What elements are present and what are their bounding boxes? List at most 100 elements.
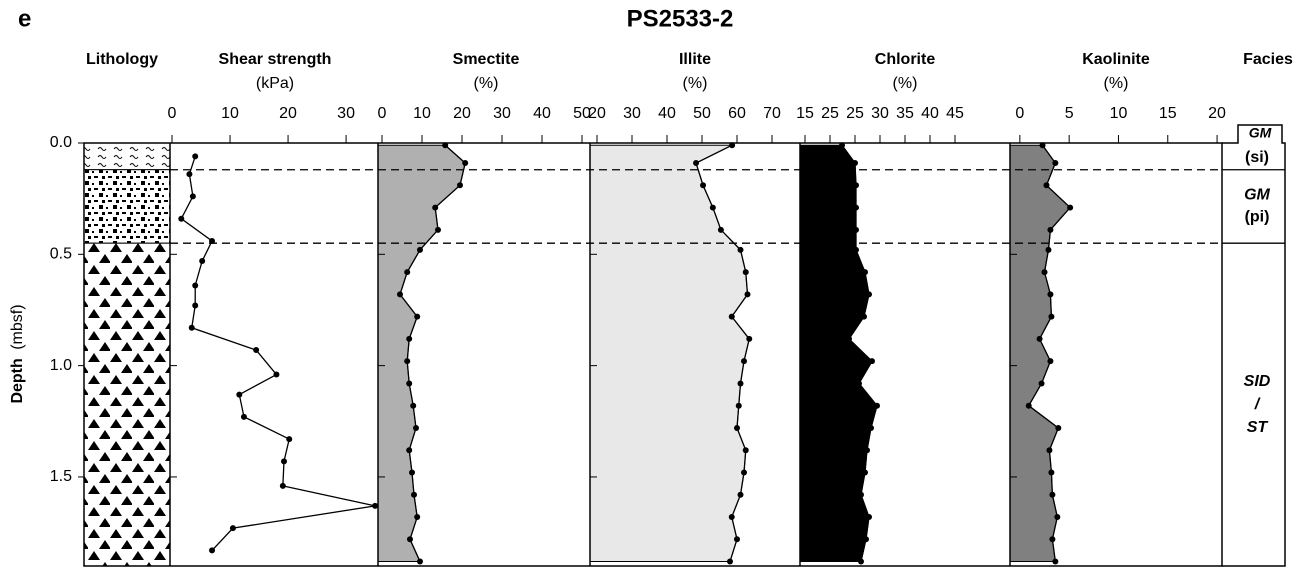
facies-frame: [1222, 124, 1286, 567]
data-point: [1047, 358, 1054, 365]
x-tick-label: 60: [728, 105, 746, 122]
profile-line: [180, 156, 376, 551]
data-point: [742, 447, 749, 454]
data-point: [700, 182, 707, 189]
data-point: [737, 491, 744, 498]
x-tick-label: 25: [821, 105, 839, 122]
y-tick-label: 1.5: [50, 468, 72, 485]
data-point: [874, 402, 880, 409]
depth-unit: (mbsf): [9, 304, 26, 349]
data-point: [746, 335, 753, 342]
data-point: [853, 204, 859, 211]
plot-area: Shear strength (kPa) 0 10 20 30 Smectite (%) 0 10…: [50, 51, 1286, 567]
data-point: [397, 291, 403, 298]
data-point: [853, 226, 859, 233]
x-tick-label: 35: [896, 105, 914, 122]
facies-label: GM: [1249, 125, 1272, 141]
data-point: [417, 558, 423, 565]
profile-line: [1027, 144, 1072, 562]
x-tick-label: 15: [796, 105, 814, 122]
area-fill: [799, 144, 878, 563]
x-tick-label: 30: [337, 105, 355, 122]
x-tick-label: 30: [623, 105, 641, 122]
data-point: [853, 182, 859, 189]
data-point: [279, 482, 286, 489]
x-tick-label: 0: [168, 105, 177, 122]
facies-separator: /: [1254, 396, 1261, 413]
data-point: [1047, 291, 1054, 298]
data-point: [869, 358, 875, 365]
data-point: [737, 380, 744, 387]
data-point: [1049, 536, 1056, 543]
data-point: [861, 313, 867, 320]
data-point: [735, 402, 742, 409]
x-tick-label: 30: [871, 105, 889, 122]
data-point: [709, 204, 716, 211]
data-point: [411, 491, 417, 498]
lithology-unit: [83, 142, 171, 171]
data-point: [188, 324, 195, 331]
x-tick-label: 50: [693, 105, 711, 122]
x-tick-label: 40: [533, 105, 551, 122]
area-fill: [377, 144, 466, 563]
panel-label: e: [18, 5, 31, 32]
data-point: [863, 536, 869, 543]
data-point: [407, 536, 413, 543]
data-point: [414, 514, 421, 521]
data-point: [1047, 226, 1054, 233]
data-point: [178, 215, 185, 222]
data-point: [864, 447, 870, 454]
panel-title: Smectite: [453, 51, 520, 68]
panel-unit: (%): [1104, 75, 1129, 92]
x-tick-label: 25: [846, 105, 864, 122]
area-fill: [1009, 144, 1071, 563]
data-point: [853, 246, 859, 253]
data-point: [742, 269, 749, 276]
data-point: [1038, 380, 1045, 387]
profile-line: [399, 144, 466, 562]
data-point: [1045, 246, 1052, 253]
lithology-title: Lithology: [86, 51, 158, 68]
depth-axis-label: Depth (mbsf): [9, 304, 26, 403]
facies-label: SID: [1244, 373, 1271, 390]
data-point: [209, 547, 216, 554]
data-point: [737, 246, 744, 253]
x-tick-label: 70: [763, 105, 781, 122]
x-tick-label: 10: [413, 105, 431, 122]
data-point: [229, 525, 236, 532]
x-tick-label: 20: [1208, 105, 1226, 122]
data-point: [866, 291, 872, 298]
data-point: [1049, 491, 1056, 498]
data-point: [734, 424, 740, 431]
data-point: [1052, 160, 1059, 167]
data-point: [286, 436, 293, 443]
x-tick-label: 10: [221, 105, 239, 122]
data-point: [414, 313, 421, 320]
lithology-unit: [83, 242, 171, 567]
data-point: [728, 514, 735, 521]
data-point: [236, 391, 243, 398]
data-point: [1046, 447, 1053, 454]
x-tick-label: 5: [1065, 105, 1074, 122]
x-tick-label: 20: [453, 105, 471, 122]
panel-unit: (%): [683, 75, 708, 92]
data-point: [866, 514, 872, 521]
x-tick-label: 0: [378, 105, 387, 122]
data-point: [209, 237, 216, 244]
depth-label: Depth: [9, 358, 26, 403]
data-point: [413, 424, 419, 431]
data-point: [693, 160, 700, 167]
data-point: [406, 447, 413, 454]
panel-title: Shear strength: [219, 51, 332, 68]
data-point: [417, 246, 423, 253]
profile-line: [841, 144, 878, 562]
facies-title: Facies: [1243, 51, 1293, 68]
data-point: [741, 358, 747, 365]
data-point: [862, 269, 868, 276]
x-tick-label: 20: [588, 105, 606, 122]
data-point: [406, 380, 413, 387]
data-point: [273, 371, 280, 378]
data-point: [856, 380, 862, 387]
facies-sublabel: (si): [1245, 149, 1269, 166]
data-point: [189, 193, 196, 200]
